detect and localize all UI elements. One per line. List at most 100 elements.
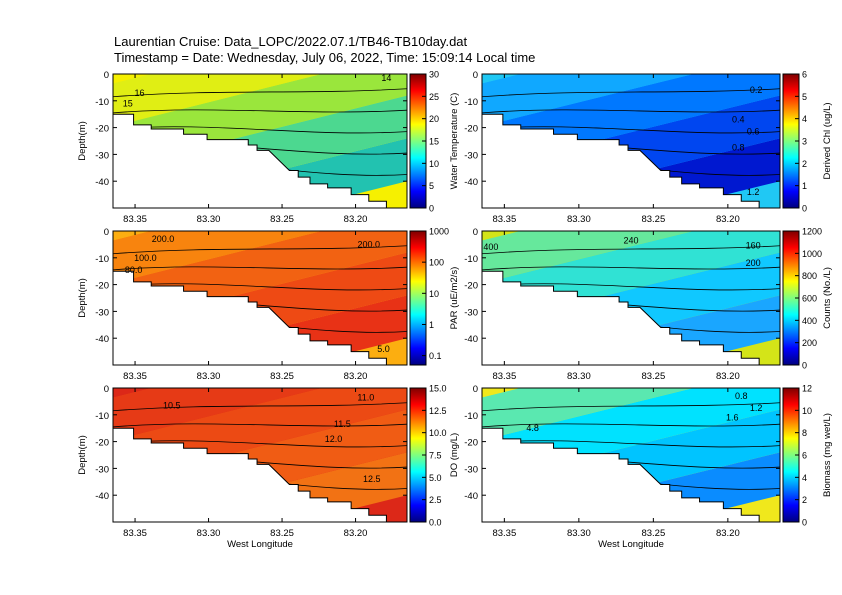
colorbar-tick-label-water-temperature: 0	[429, 204, 434, 214]
colorbar-tick-label-do: 2.5	[429, 495, 442, 505]
colorbar-tick-label-counts: 400	[802, 316, 817, 326]
colorbar-tick-label-biomass: 0	[802, 518, 807, 528]
plot-area-water-temperature	[113, 74, 407, 208]
contour-label-derived-chl: 0.6	[747, 127, 760, 137]
colorbar-tick-label-biomass: 6	[802, 451, 807, 461]
plot-area-counts	[482, 231, 780, 365]
colorbar-label-water-temperature: Water Temperature (C)	[449, 93, 460, 190]
colorbar-tick-label-do: 12.5	[429, 406, 447, 416]
contour-line-par	[113, 245, 407, 255]
contour-label-water-temperature: 16	[134, 88, 144, 98]
contour-label-biomass: 4.8	[526, 423, 539, 433]
colorbar-tick-label-derived-chl: 5	[802, 92, 807, 102]
x-tick-label-counts: 83.25	[641, 371, 665, 382]
x-tick-label-derived-chl: 83.35	[492, 214, 516, 225]
contour-label-par: 80.0	[125, 265, 143, 275]
colorbar-label-counts: Counts (No./L)	[822, 267, 833, 329]
contour-label-biomass: 0.8	[735, 391, 748, 401]
colorbar-tick-label-derived-chl: 1	[802, 181, 807, 191]
y-tick-label-water-temperature: -20	[95, 124, 109, 135]
x-tick-label-par: 83.25	[270, 371, 294, 382]
plot-frame-par	[112, 230, 408, 366]
colorbar-tick-label-water-temperature: 30	[429, 70, 439, 80]
panel-biomass: 0.81.2 1.6 4.8 83.35 83.30 83.25 83.20 0 -10 -20 -…	[464, 384, 833, 551]
y-tick-label-counts: -10	[464, 254, 478, 265]
x-tick-label-water-temperature: 83.30	[197, 214, 221, 225]
colorbar-tick-label-biomass: 8	[802, 428, 807, 438]
y-tick-label-do: -20	[95, 438, 109, 449]
colorbar-tick-label-biomass: 2	[802, 495, 807, 505]
contour-label-do: 11.0	[357, 392, 374, 402]
y-tick-label-derived-chl: -20	[464, 124, 478, 135]
colorbar-tick-label-counts: 1000	[802, 249, 822, 259]
x-tick-label-par: 83.30	[197, 371, 221, 382]
x-tick-label-derived-chl: 83.20	[716, 214, 740, 225]
colorbar-tick-label-par: 10	[429, 289, 439, 299]
field-band-derived-chl	[482, 74, 694, 127]
colorbar-tick-label-counts: 600	[802, 294, 817, 304]
colorbar-label-biomass: Biomass (mg wet/L)	[822, 413, 833, 497]
colorbar-tick-label-water-temperature: 10	[429, 159, 439, 169]
x-tick-label-par: 83.20	[344, 371, 368, 382]
x-axis-label-do: West Longitude	[227, 539, 293, 550]
contour-label-do: 10.5	[163, 400, 181, 410]
field-band-water-temperature	[113, 74, 151, 84]
y-axis-label-water-temperature: Depth(m)	[77, 121, 88, 161]
contour-label-derived-chl: 0.8	[732, 143, 745, 153]
y-tick-label-par: -30	[95, 307, 109, 318]
contour-line-biomass	[482, 423, 780, 428]
field-band-par	[113, 231, 151, 241]
plot-area-biomass	[482, 388, 780, 522]
plot-frame-counts	[481, 230, 781, 366]
y-tick-label-par: -40	[95, 334, 109, 345]
contour-line-par	[113, 283, 407, 291]
contour-label-par: 200.0	[152, 234, 175, 244]
y-tick-label-do: 0	[104, 384, 109, 395]
y-tick-label-biomass: 0	[473, 384, 478, 395]
plot-area-derived-chl	[482, 74, 780, 208]
colorbar-tick-label-biomass: 10	[802, 406, 812, 416]
y-tick-label-biomass: -10	[464, 411, 478, 422]
colorbar-tick-label-counts: 0	[802, 361, 807, 371]
y-tick-label-water-temperature: 0	[104, 70, 109, 81]
seabed-mask-water-temperature	[113, 113, 407, 208]
contour-label-do: 12.0	[325, 434, 343, 444]
x-tick-label-counts: 83.35	[492, 371, 516, 382]
y-tick-label-derived-chl: 0	[473, 70, 478, 81]
contour-line-counts	[482, 245, 780, 255]
colorbar-tick-label-water-temperature: 20	[429, 114, 439, 124]
contour-line-do	[113, 423, 407, 428]
contour-line-water-temperature	[113, 109, 407, 114]
x-tick-label-biomass: 83.30	[567, 528, 591, 539]
y-tick-label-par: -10	[95, 254, 109, 265]
y-tick-label-counts: -20	[464, 281, 478, 292]
y-tick-label-biomass: -40	[464, 491, 478, 502]
colorbar-tick-label-derived-chl: 3	[802, 137, 807, 147]
seabed-mask-derived-chl	[482, 113, 780, 208]
field-band-counts	[482, 231, 520, 241]
y-tick-label-counts: -40	[464, 334, 478, 345]
contour-label-water-temperature: 14	[381, 73, 391, 83]
contour-label-counts: 240	[623, 235, 638, 245]
colorbar-tick-label-do: 7.5	[429, 451, 442, 461]
y-axis-label-do: Depth(m)	[77, 435, 88, 475]
y-tick-label-biomass: -20	[464, 438, 478, 449]
colorbar-tick-label-counts: 200	[802, 338, 817, 348]
plot-frame-biomass	[481, 387, 781, 523]
field-band-counts	[482, 231, 694, 284]
y-tick-label-par: 0	[104, 227, 109, 238]
contour-label-derived-chl: 0.4	[732, 115, 745, 125]
panel-derived-chl: 0.2 0.40.60.8 1.2 83.35 83.30 83.25 83.20 0 -10 -…	[464, 70, 833, 226]
x-tick-label-do: 83.25	[270, 528, 294, 539]
x-tick-label-biomass: 83.20	[716, 528, 740, 539]
x-tick-label-biomass: 83.35	[492, 528, 516, 539]
x-tick-label-counts: 83.30	[567, 371, 591, 382]
colorbar-tick-label-do: 15.0	[429, 384, 447, 394]
colorbar-tick-label-biomass: 12	[802, 384, 812, 394]
field-band-par	[113, 231, 322, 284]
contour-label-do: 12.5	[363, 474, 381, 484]
colorbar-tick-label-par: 1	[429, 320, 434, 330]
y-tick-label-do: -40	[95, 491, 109, 502]
contour-line-par	[113, 266, 407, 271]
contour-label-par: 100.0	[134, 253, 157, 263]
